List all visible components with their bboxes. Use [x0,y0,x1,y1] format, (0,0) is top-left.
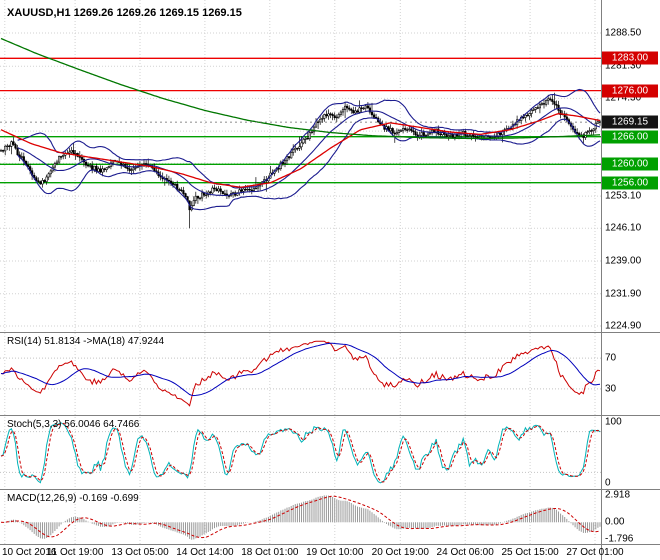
stoch-scale-min-label: 0 [605,477,611,489]
price-scale[interactable] [602,0,660,544]
price-tick-label: 1239.00 [605,255,642,267]
time-tick-label: 24 Oct 06:00 [436,547,494,558]
macd-scale-max-label: 2.918 [605,489,631,501]
time-tick-label: 14 Oct 14:00 [176,547,234,558]
price-tick-label: 1224.90 [605,320,642,332]
time-tick-label: 10 Oct 2016 [2,547,57,558]
time-tick-label: 11 Oct 19:00 [46,547,104,558]
rsi-indicator-label: RSI(14) 51.8134 ->MA(18) 47.9244 [7,336,165,347]
price-badge-1276.00: 1276.00 [602,84,658,98]
chart-title: XAUUSD,H1 1269.26 1269.26 1269.15 1269.1… [7,7,242,19]
price-badge-1256.00: 1256.00 [602,176,658,190]
stoch-scale-max-label: 100 [605,416,622,428]
time-tick-label: 27 Oct 01:00 [566,547,624,558]
rsi-level-label: 70 [605,352,617,364]
rsi-level-label: 30 [605,383,617,395]
price-tick-label: 1281.30 [605,60,642,72]
time-tick-label: 18 Oct 01:00 [241,547,299,558]
price-tick-label: 1288.50 [605,27,642,39]
price-badge-1266.00: 1266.00 [602,130,658,144]
price-badge-1269.15: 1269.15 [602,115,658,129]
macd-indicator-label: MACD(12,26,9) -0.169 -0.699 [7,493,139,504]
price-tick-label: 1253.10 [605,190,642,202]
macd-scale-zero-label: 0.00 [605,516,625,528]
price-badge-1283.00: 1283.00 [602,51,658,65]
price-tick-label: 1246.10 [605,222,642,234]
time-tick-label: 20 Oct 19:00 [371,547,429,558]
price-tick-label: 1274.30 [605,92,642,104]
time-tick-label: 25 Oct 15:00 [501,547,559,558]
time-tick-label: 13 Oct 05:00 [111,547,169,558]
stoch-indicator-label: Stoch(5,3,3) 56.0046 64.7466 [7,419,140,430]
time-tick-label: 19 Oct 10:00 [306,547,364,558]
price-badge-1260.00: 1260.00 [602,157,658,171]
price-tick-label: 1231.90 [605,288,642,300]
macd-scale-min-label: -1.796 [605,533,634,545]
